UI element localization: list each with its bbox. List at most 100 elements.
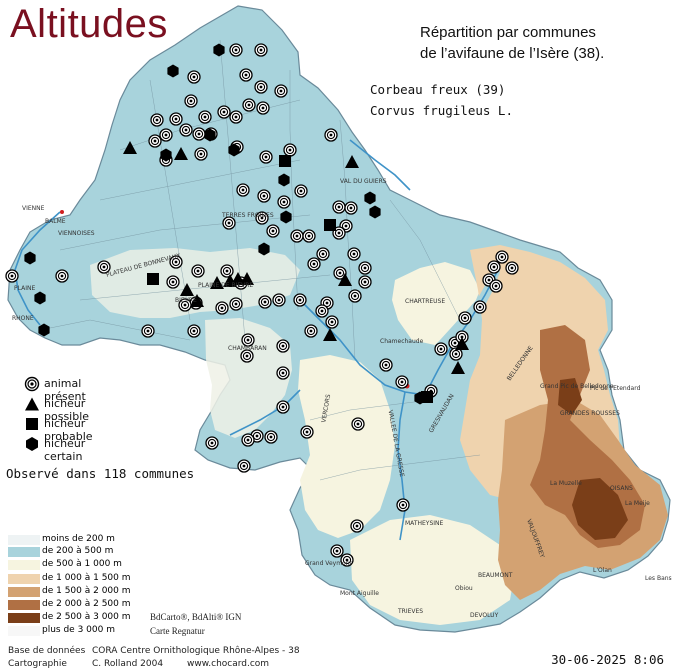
- animal-present-marker: [449, 347, 463, 361]
- nicheur-certain-marker: [34, 291, 46, 305]
- altitude-swatch: [8, 613, 40, 623]
- nicheur-possible-marker: [210, 276, 224, 289]
- nicheur-certain-marker: [167, 64, 179, 78]
- animal-present-marker: [169, 112, 183, 126]
- place-label: Grand Veymont: [305, 560, 352, 567]
- legend-label: nicheur probable: [44, 417, 93, 443]
- map-title: Altitudes: [10, 2, 168, 46]
- nicheur-certain-marker: [280, 210, 292, 224]
- place-label: BIEVRE: [175, 297, 197, 304]
- animal-present-marker: [324, 128, 338, 142]
- website-link[interactable]: www.chocard.com: [187, 659, 270, 669]
- nicheur-certain-marker: [160, 148, 172, 162]
- animal-present-marker: [340, 553, 354, 567]
- legend-label: nicheur possible: [44, 397, 90, 423]
- bd-sources-line: BdCarto®, BdAlti® IGN: [150, 612, 242, 622]
- animal-present-marker: [358, 275, 372, 289]
- nicheur-probable-marker: [324, 219, 336, 231]
- altitude-row: plus de 3 000 m: [8, 625, 208, 637]
- nicheur-possible-marker: [455, 337, 469, 350]
- place-label: BEAUMONT: [478, 572, 513, 579]
- animal-present-marker: [256, 101, 270, 115]
- animal-present-marker: [290, 229, 304, 243]
- place-label: La Meije: [625, 500, 650, 507]
- distribution-header: Répartition par communes de l’avifaune d…: [420, 22, 604, 64]
- plateau-zone: [90, 248, 300, 318]
- animal-present-marker: [239, 68, 253, 82]
- animal-present-marker: [240, 349, 254, 363]
- nicheur-possible-marker: [180, 283, 194, 296]
- legend-label: nicheur certain: [44, 437, 86, 463]
- nicheur-possible-marker: [338, 273, 352, 286]
- animal-present-marker: [379, 358, 393, 372]
- summit-zone-2: [558, 378, 582, 415]
- animal-present-marker: [333, 266, 347, 280]
- nicheur-certain-marker: [369, 205, 381, 219]
- animal-present-marker: [293, 293, 307, 307]
- animal-present-marker: [348, 289, 362, 303]
- animal-present-marker: [330, 544, 344, 558]
- place-label: La Muzelle: [550, 480, 582, 487]
- animal-present-marker: [274, 84, 288, 98]
- place-label: Grand Pic de Belledonne: [540, 383, 614, 390]
- animal-present-marker: [283, 143, 297, 157]
- commune-boundaries: [39, 39, 481, 481]
- animal-present-marker: [229, 110, 243, 124]
- animal-present-marker: [264, 430, 278, 444]
- altitude-row: de 1 500 à 2 000 m: [8, 586, 208, 598]
- animal-present-marker: [325, 315, 339, 329]
- vienne-marker: [60, 210, 64, 214]
- animal-present-marker: [215, 301, 229, 315]
- place-label: BALME: [45, 218, 66, 225]
- animal-present-marker: [315, 304, 329, 318]
- timestamp: 30-06-2025 8:06: [551, 652, 664, 667]
- animal-present-marker: [241, 433, 255, 447]
- carto-label: Cartographie: [8, 659, 67, 669]
- place-label: Les Bans: [645, 575, 672, 582]
- altitude-label: moins de 200 m: [42, 534, 115, 544]
- animal-present-marker: [434, 342, 448, 356]
- animal-present-marker: [259, 150, 273, 164]
- nicheur-certain-marker: [258, 242, 270, 256]
- animal-present-marker: [351, 417, 365, 431]
- animal-present-marker: [350, 519, 364, 533]
- animal-present-marker: [395, 375, 409, 389]
- animal-present-marker: [241, 333, 255, 347]
- animal-present-marker: [495, 250, 509, 264]
- altitude-swatch: [8, 587, 40, 597]
- animal-present-marker: [257, 189, 271, 203]
- animal-present-marker: [169, 255, 183, 269]
- nicheur-probable-marker: [147, 273, 159, 285]
- altitude-swatch: [8, 574, 40, 584]
- place-label: MATHEYSINE: [405, 520, 444, 527]
- animal-present-marker: [220, 264, 234, 278]
- altitude-swatch: [8, 600, 40, 610]
- nicheur-possible-marker: [451, 361, 465, 374]
- place-label: Mont Aiguille: [340, 590, 379, 597]
- species-latin-name: Corvus frugileus L.: [370, 103, 513, 118]
- altitude-row: de 2 000 à 2 500 m: [8, 599, 208, 611]
- data-sources: BdCarto®, BdAlti® IGN Carte Regnatur: [150, 610, 241, 638]
- animal-present-marker: [242, 98, 256, 112]
- nicheur-certain-marker: [414, 391, 426, 405]
- altitude-swatch: [8, 547, 40, 557]
- nicheur-possible-marker: [345, 155, 359, 168]
- altitude-row: moins de 200 m: [8, 534, 208, 546]
- animal-present-marker: [254, 80, 268, 94]
- altitude-label: de 200 à 500 m: [42, 546, 114, 556]
- header-line-1: Répartition par communes: [420, 24, 596, 41]
- altitude-label: de 2 500 à 3 000 m: [42, 612, 131, 622]
- animal-present-marker: [254, 43, 268, 57]
- high-peaks-zone: [530, 325, 645, 548]
- place-label: PLAINE: [14, 285, 36, 292]
- animal-present-marker: [258, 295, 272, 309]
- nicheur-possible-marker: [240, 272, 254, 285]
- square-icon: [26, 418, 38, 430]
- place-label: DEVOLUY: [470, 612, 499, 619]
- place-label: Obiou: [455, 585, 473, 592]
- animal-present-marker: [237, 459, 251, 473]
- nicheur-probable-marker: [279, 155, 291, 167]
- animal-present-marker: [347, 247, 361, 261]
- animal-present-marker: [229, 43, 243, 57]
- animal-present-marker: [150, 113, 164, 127]
